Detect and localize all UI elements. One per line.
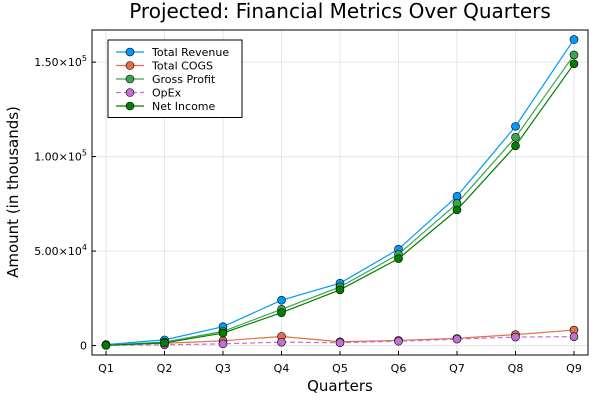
data-point: [277, 308, 286, 317]
data-point: [101, 341, 111, 350]
legend-label: Total COGS: [151, 60, 213, 73]
data-point: [277, 337, 286, 347]
y-tick-label: 0: [80, 340, 87, 353]
data-point: [277, 295, 286, 305]
series-net-income: [101, 59, 579, 350]
legend-item: Gross Profit: [116, 73, 216, 86]
data-point: [569, 35, 579, 44]
legend-label: OpEx: [152, 87, 182, 100]
series-layer: [101, 35, 579, 350]
x-tick-label: Q6: [391, 362, 407, 375]
y-tick-label: 1.50×105: [34, 54, 87, 69]
y-tick-label: 5.00×104: [34, 243, 87, 258]
x-tick-label: Q5: [332, 362, 348, 375]
x-tick-label: Q7: [449, 362, 465, 375]
legend-item: Total Revenue: [116, 46, 229, 59]
data-point: [569, 50, 579, 60]
x-tick-label: Q2: [157, 362, 173, 375]
data-point: [218, 328, 228, 338]
legend-marker: [125, 74, 135, 84]
x-tick-label: Q4: [274, 362, 290, 375]
legend-marker: [125, 47, 135, 57]
legend-label: Gross Profit: [152, 73, 216, 86]
data-point: [452, 334, 462, 344]
x-tick-label: Q1: [98, 362, 114, 375]
legend-label: Total Revenue: [151, 46, 229, 59]
data-point: [452, 191, 462, 201]
legend-marker: [125, 88, 135, 97]
data-point: [335, 338, 345, 348]
data-point: [569, 59, 579, 69]
x-tick-label: Q3: [215, 362, 231, 375]
axis-ticks: Q1 Q2 Q3 Q4 Q5 Q6 Q7 Q8 Q9 0 5.00×104 1.00×105 1.50×…: [34, 54, 582, 375]
data-point: [160, 338, 169, 348]
data-point: [394, 254, 403, 263]
legend-label: Net Income: [152, 100, 216, 113]
y-tick-label: 1.00×105: [34, 149, 87, 164]
x-tick-label: Q9: [566, 362, 582, 375]
data-point: [335, 285, 345, 295]
legend-item: Net Income: [116, 100, 216, 113]
legend-item: OpEx: [116, 87, 182, 100]
data-point: [511, 133, 520, 142]
x-axis-title: Quarters: [307, 377, 373, 395]
data-point: [394, 336, 403, 346]
data-point: [452, 205, 462, 215]
x-tick-label: Q8: [508, 362, 524, 375]
legend-marker: [125, 101, 135, 111]
legend-marker: [125, 61, 135, 70]
data-point: [569, 332, 579, 341]
data-point: [511, 141, 520, 151]
data-point: [511, 332, 520, 342]
data-point: [511, 122, 520, 131]
legend-item: Total COGS: [116, 60, 213, 73]
data-point: [218, 339, 228, 349]
y-axis-title: Amount (in thousands): [4, 106, 22, 278]
chart-title: Projected: Financial Metrics Over Quarte…: [129, 0, 551, 23]
